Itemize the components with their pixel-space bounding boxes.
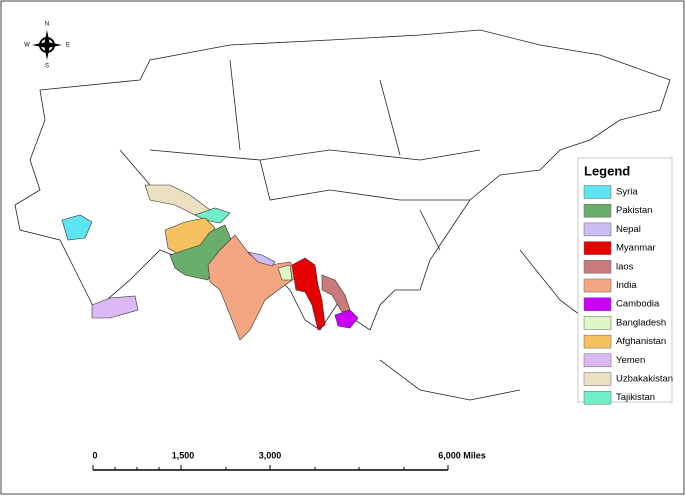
legend-label: Yemen bbox=[616, 355, 645, 366]
compass: N S E W bbox=[24, 22, 70, 70]
scale-label: 1,500 bbox=[172, 450, 195, 460]
legend-swatch bbox=[583, 390, 612, 405]
scale-bar: 0 1,500 3,000 6,000 Miles bbox=[92, 450, 486, 471]
countries bbox=[61, 184, 359, 341]
compass-n: N bbox=[45, 22, 49, 28]
scale-label: 0 bbox=[92, 450, 97, 460]
legend-label: India bbox=[616, 280, 637, 291]
legend-label: Myanmar bbox=[616, 243, 656, 254]
country-shape bbox=[277, 264, 293, 281]
compass-star bbox=[32, 30, 62, 60]
legend-swatch bbox=[583, 297, 612, 311]
legend-label: Tajikistan bbox=[616, 392, 655, 403]
country-shape bbox=[91, 295, 139, 319]
scale-ticks bbox=[92, 465, 449, 470]
compass-e: E bbox=[66, 43, 70, 49]
legend-label: Syria bbox=[616, 187, 638, 198]
country-shape bbox=[291, 257, 326, 331]
legend-swatch bbox=[583, 278, 612, 293]
scale-label: 3,000 bbox=[259, 450, 282, 460]
legend-swatch bbox=[583, 222, 612, 237]
compass-s: S bbox=[45, 64, 49, 70]
legend-swatch bbox=[583, 185, 612, 199]
legend-swatch bbox=[583, 334, 612, 349]
legend: Legend Syria Pakistan Nepal Myanmar laos Indi… bbox=[577, 157, 673, 405]
legend-label: Afghanistan bbox=[616, 336, 666, 347]
legend-swatch bbox=[583, 260, 612, 274]
country-shape bbox=[207, 234, 301, 341]
compass-w: W bbox=[24, 43, 30, 49]
legend-label: Uzbakakistan bbox=[616, 374, 673, 385]
scale-label: 6,000 Miles bbox=[438, 450, 486, 460]
legend-swatch bbox=[583, 353, 612, 368]
legend-swatch bbox=[583, 372, 612, 386]
legend-swatch bbox=[583, 241, 612, 255]
country-shape bbox=[61, 214, 93, 241]
country-shape bbox=[247, 251, 276, 267]
legend-label: Pakistan bbox=[616, 205, 652, 216]
country-shape bbox=[334, 309, 359, 329]
legend-title: Legend bbox=[584, 163, 630, 178]
legend-label: Cambodia bbox=[616, 299, 660, 310]
legend-label: laos bbox=[616, 261, 634, 272]
legend-label: Nepal bbox=[616, 224, 641, 235]
legend-swatch bbox=[583, 203, 612, 218]
legend-label: Bangladesh bbox=[616, 317, 666, 328]
country-shape bbox=[321, 274, 351, 313]
legend-swatch bbox=[583, 316, 612, 330]
